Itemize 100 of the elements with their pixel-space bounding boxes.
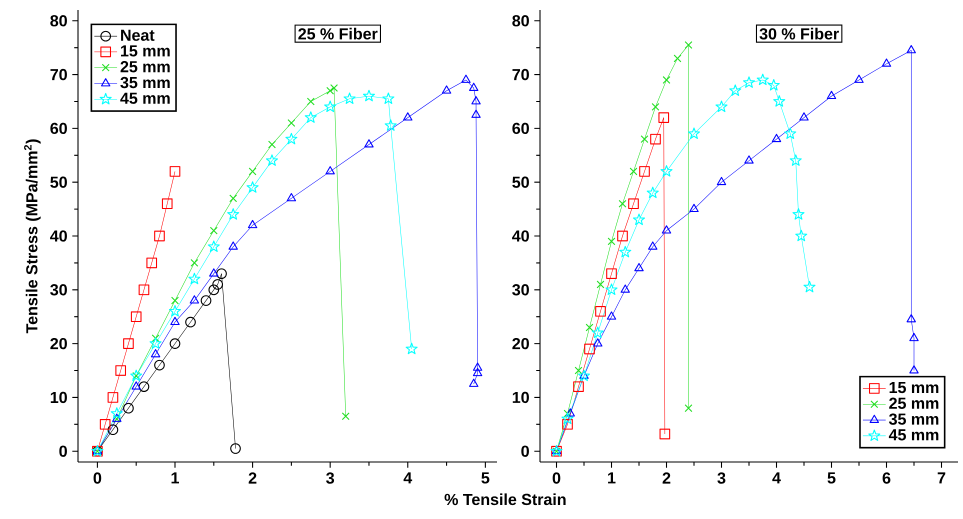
point bbox=[688, 127, 700, 139]
point bbox=[248, 168, 257, 176]
point bbox=[662, 76, 670, 84]
point bbox=[606, 311, 616, 320]
point bbox=[123, 402, 134, 414]
point bbox=[100, 419, 110, 430]
point bbox=[742, 76, 756, 88]
point bbox=[773, 95, 786, 107]
point bbox=[744, 155, 754, 164]
point bbox=[608, 237, 616, 246]
point bbox=[632, 214, 646, 226]
point bbox=[208, 240, 220, 252]
point bbox=[304, 111, 317, 123]
point bbox=[650, 134, 661, 144]
x-axis-title: % Tensile Strain bbox=[444, 493, 566, 506]
point bbox=[606, 268, 617, 280]
point bbox=[906, 314, 916, 322]
point bbox=[162, 198, 173, 210]
y-tick-label: 30 bbox=[50, 284, 67, 296]
point bbox=[469, 378, 478, 387]
x-tick-label: 2 bbox=[662, 472, 670, 484]
x-tick-label: 4 bbox=[404, 472, 412, 484]
point bbox=[619, 246, 632, 258]
point bbox=[170, 316, 180, 326]
point bbox=[287, 119, 296, 127]
point bbox=[586, 324, 594, 332]
y-tick-label: 50 bbox=[50, 176, 67, 188]
y-tick-label: 60 bbox=[512, 122, 529, 134]
point bbox=[382, 92, 394, 104]
point bbox=[471, 96, 481, 104]
point bbox=[646, 186, 659, 198]
x-tick-label: 1 bbox=[608, 472, 616, 484]
point bbox=[584, 344, 595, 354]
point bbox=[132, 381, 141, 390]
point bbox=[461, 74, 471, 83]
point bbox=[138, 284, 150, 296]
legend-label: 25 mm bbox=[889, 398, 938, 409]
legend-label: 45 mm bbox=[120, 92, 170, 104]
point bbox=[756, 74, 769, 86]
point bbox=[212, 279, 224, 290]
legend-label: 25 mm bbox=[120, 61, 170, 72]
point bbox=[605, 284, 618, 296]
point bbox=[792, 208, 805, 220]
point bbox=[306, 98, 315, 106]
point bbox=[330, 84, 338, 92]
point bbox=[168, 305, 182, 317]
y-tick-label: 10 bbox=[50, 392, 67, 404]
point bbox=[596, 280, 604, 288]
point bbox=[660, 165, 673, 177]
y-tick-label: 30 bbox=[512, 284, 529, 296]
point bbox=[689, 204, 699, 212]
point bbox=[150, 337, 162, 349]
point bbox=[110, 407, 123, 419]
point bbox=[170, 166, 180, 177]
point bbox=[593, 338, 602, 347]
point bbox=[784, 127, 796, 139]
x-tick-label: 4 bbox=[772, 472, 781, 484]
point bbox=[403, 112, 412, 121]
point bbox=[799, 112, 809, 121]
point bbox=[108, 424, 118, 436]
point bbox=[617, 230, 628, 242]
point bbox=[715, 100, 728, 112]
y-tick-label: 10 bbox=[512, 392, 529, 404]
point bbox=[342, 412, 350, 420]
text: 25 % Fiber bbox=[298, 28, 378, 40]
point bbox=[795, 230, 808, 242]
point bbox=[154, 360, 165, 370]
point bbox=[882, 58, 892, 67]
point bbox=[620, 284, 630, 293]
point bbox=[772, 134, 782, 142]
point bbox=[674, 54, 682, 62]
point bbox=[190, 258, 198, 267]
point bbox=[362, 90, 375, 102]
point bbox=[566, 408, 575, 417]
point bbox=[286, 193, 296, 202]
point bbox=[574, 366, 582, 374]
x-tick-label: 3 bbox=[717, 472, 726, 484]
point bbox=[123, 338, 134, 349]
point bbox=[909, 365, 919, 374]
point bbox=[640, 135, 648, 144]
x-tick-label: 0 bbox=[552, 472, 560, 484]
y-tick-label: 60 bbox=[50, 122, 67, 134]
point bbox=[190, 295, 200, 304]
point bbox=[442, 85, 452, 94]
y-tick-label: 0 bbox=[59, 446, 67, 457]
point bbox=[325, 166, 335, 174]
point bbox=[208, 284, 220, 296]
point bbox=[152, 334, 160, 342]
point bbox=[628, 198, 639, 210]
point bbox=[684, 404, 692, 412]
point bbox=[909, 332, 919, 342]
point bbox=[472, 362, 482, 371]
legend-label: 15 mm bbox=[890, 382, 938, 394]
point bbox=[592, 326, 604, 338]
point bbox=[469, 82, 478, 91]
point bbox=[768, 79, 780, 91]
point bbox=[854, 74, 864, 83]
point bbox=[200, 295, 212, 306]
y-tick-label: 40 bbox=[50, 230, 67, 242]
point bbox=[185, 316, 196, 328]
